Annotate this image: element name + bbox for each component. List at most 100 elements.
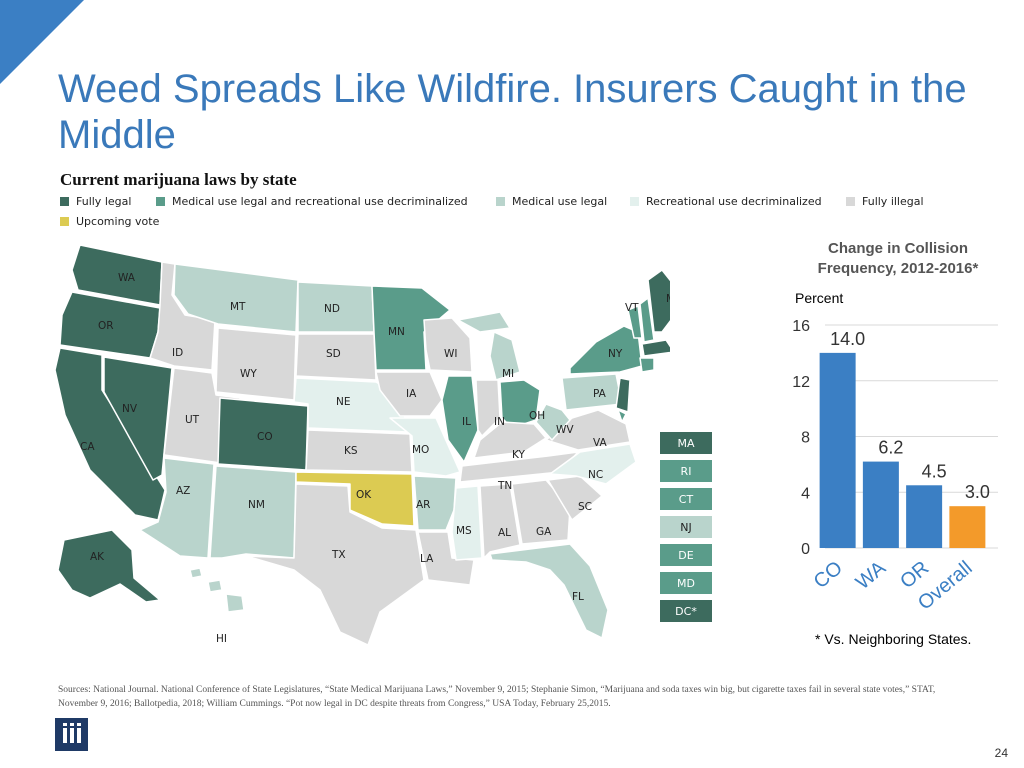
label-hi: HI bbox=[216, 633, 227, 645]
label-mn: MN bbox=[388, 326, 405, 338]
label-al: AL bbox=[498, 527, 511, 539]
y-tick-label: 0 bbox=[801, 541, 810, 558]
legend-label: Medical use legal and recreational use d… bbox=[172, 195, 468, 208]
legend-swatch bbox=[846, 197, 855, 206]
state-ct bbox=[639, 357, 655, 373]
bar-or bbox=[906, 485, 943, 548]
bar-wa bbox=[862, 461, 899, 548]
state-wi bbox=[423, 317, 473, 373]
legend-item-medical: Medical use legal bbox=[496, 195, 607, 208]
label-nv: NV bbox=[122, 403, 138, 415]
label-or: OR bbox=[98, 320, 114, 332]
y-tick-label: 8 bbox=[801, 430, 810, 447]
label-mt: MT bbox=[230, 301, 246, 313]
state-de bbox=[617, 409, 627, 423]
state-mt bbox=[173, 263, 299, 333]
state-fl bbox=[489, 543, 609, 639]
state-hi bbox=[189, 567, 245, 613]
state-ak bbox=[57, 529, 161, 603]
box-ct: CT bbox=[660, 488, 712, 510]
label-me: ME bbox=[666, 293, 670, 305]
state-in bbox=[475, 379, 501, 437]
state-ca bbox=[54, 347, 166, 521]
label-ny: NY bbox=[608, 348, 623, 360]
box-md: MD bbox=[660, 572, 712, 594]
state-ia bbox=[375, 371, 443, 417]
label-fl: FL bbox=[572, 591, 584, 603]
label-il: IL bbox=[462, 416, 471, 428]
label-mo: MO bbox=[412, 444, 429, 456]
state-pa bbox=[561, 373, 623, 411]
label-ut: UT bbox=[185, 414, 200, 426]
label-ga: GA bbox=[536, 526, 552, 538]
state-id bbox=[149, 261, 216, 371]
page-title: Weed Spreads Like Wildfire. Insurers Cau… bbox=[58, 67, 967, 157]
y-tick-label: 16 bbox=[792, 318, 810, 335]
bar-value-label: 6.2 bbox=[878, 438, 903, 458]
label-sd: SD bbox=[326, 348, 341, 360]
legend-swatch bbox=[156, 197, 165, 206]
label-mi: MI bbox=[502, 368, 514, 380]
label-la: LA bbox=[420, 553, 434, 565]
label-co: CO bbox=[257, 431, 273, 443]
legend-item-medical-decrim: Medical use legal and recreational use d… bbox=[156, 195, 468, 208]
state-wv bbox=[535, 403, 571, 441]
label-wa: WA bbox=[118, 272, 136, 284]
state-nh bbox=[639, 297, 655, 343]
legend-item-rec-decrim: Recreational use decriminalized bbox=[630, 195, 822, 208]
label-va: VA bbox=[593, 437, 608, 449]
state-la bbox=[417, 531, 475, 586]
label-ky: KY bbox=[512, 449, 526, 461]
legend-swatch bbox=[60, 197, 69, 206]
box-ri: RI bbox=[660, 460, 712, 482]
label-wy: WY bbox=[240, 368, 257, 380]
bar-overall bbox=[949, 506, 986, 548]
chart-footnote: * Vs. Neighboring States. bbox=[815, 631, 972, 647]
label-az: AZ bbox=[176, 485, 190, 497]
y-tick-label: 4 bbox=[801, 485, 810, 502]
bar-co bbox=[819, 352, 856, 548]
label-ak: AK bbox=[90, 551, 105, 563]
x-category-label: WA bbox=[852, 557, 891, 595]
label-nc: NC bbox=[588, 469, 603, 481]
x-category-label: CO bbox=[810, 557, 847, 593]
corner-accent bbox=[0, 0, 84, 84]
state-oh bbox=[499, 379, 541, 429]
legend-label: Fully illegal bbox=[862, 195, 924, 208]
sources-text: Sources: National Journal. National Conf… bbox=[58, 685, 936, 709]
state-ky bbox=[473, 421, 547, 459]
legend-label: Fully legal bbox=[76, 195, 132, 208]
chart-y-axis-label: Percent bbox=[795, 290, 844, 306]
label-wv: WV bbox=[556, 424, 574, 436]
chart-title: Change in Collision Frequency, 2012-2016… bbox=[817, 240, 979, 277]
state-wy bbox=[215, 327, 297, 401]
state-me bbox=[647, 269, 670, 333]
state-al bbox=[479, 483, 521, 559]
label-in: IN bbox=[494, 416, 505, 428]
state-ok bbox=[295, 471, 415, 527]
state-ma bbox=[641, 339, 670, 357]
state-ga bbox=[511, 479, 571, 545]
state-mi bbox=[457, 311, 521, 381]
box-nj: NJ bbox=[660, 516, 712, 538]
state-ks bbox=[305, 429, 413, 473]
legend-item-fully-legal: Fully legal bbox=[60, 195, 131, 208]
legend-label: Upcoming vote bbox=[76, 215, 160, 228]
state-va bbox=[545, 409, 631, 451]
page-number: 24 bbox=[994, 746, 1008, 760]
label-nm: NM bbox=[248, 499, 265, 511]
y-tick-label: 12 bbox=[792, 374, 810, 391]
label-ks: KS bbox=[344, 445, 358, 457]
label-oh: OH bbox=[529, 410, 545, 422]
state-mo bbox=[389, 417, 461, 477]
label-id: ID bbox=[172, 347, 183, 359]
label-tn: TN bbox=[497, 480, 512, 492]
state-ny bbox=[569, 325, 643, 375]
state-ms bbox=[451, 485, 483, 561]
state-sd bbox=[295, 333, 377, 381]
iii-logo bbox=[55, 718, 88, 751]
legend-item-illegal: Fully illegal bbox=[846, 195, 924, 208]
label-wi: WI bbox=[444, 348, 457, 360]
state-nc bbox=[549, 443, 637, 485]
